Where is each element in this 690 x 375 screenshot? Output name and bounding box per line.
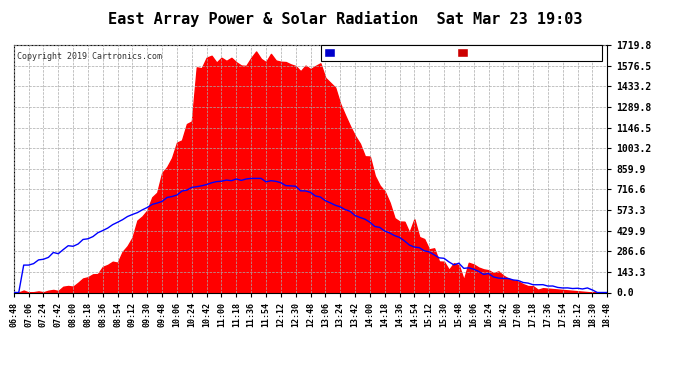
Legend: Radiation (w/m2), East Array (DC Watts): Radiation (w/m2), East Array (DC Watts) [321,45,602,61]
Text: Copyright 2019 Cartronics.com: Copyright 2019 Cartronics.com [17,53,161,62]
Text: East Array Power & Solar Radiation  Sat Mar 23 19:03: East Array Power & Solar Radiation Sat M… [108,11,582,27]
